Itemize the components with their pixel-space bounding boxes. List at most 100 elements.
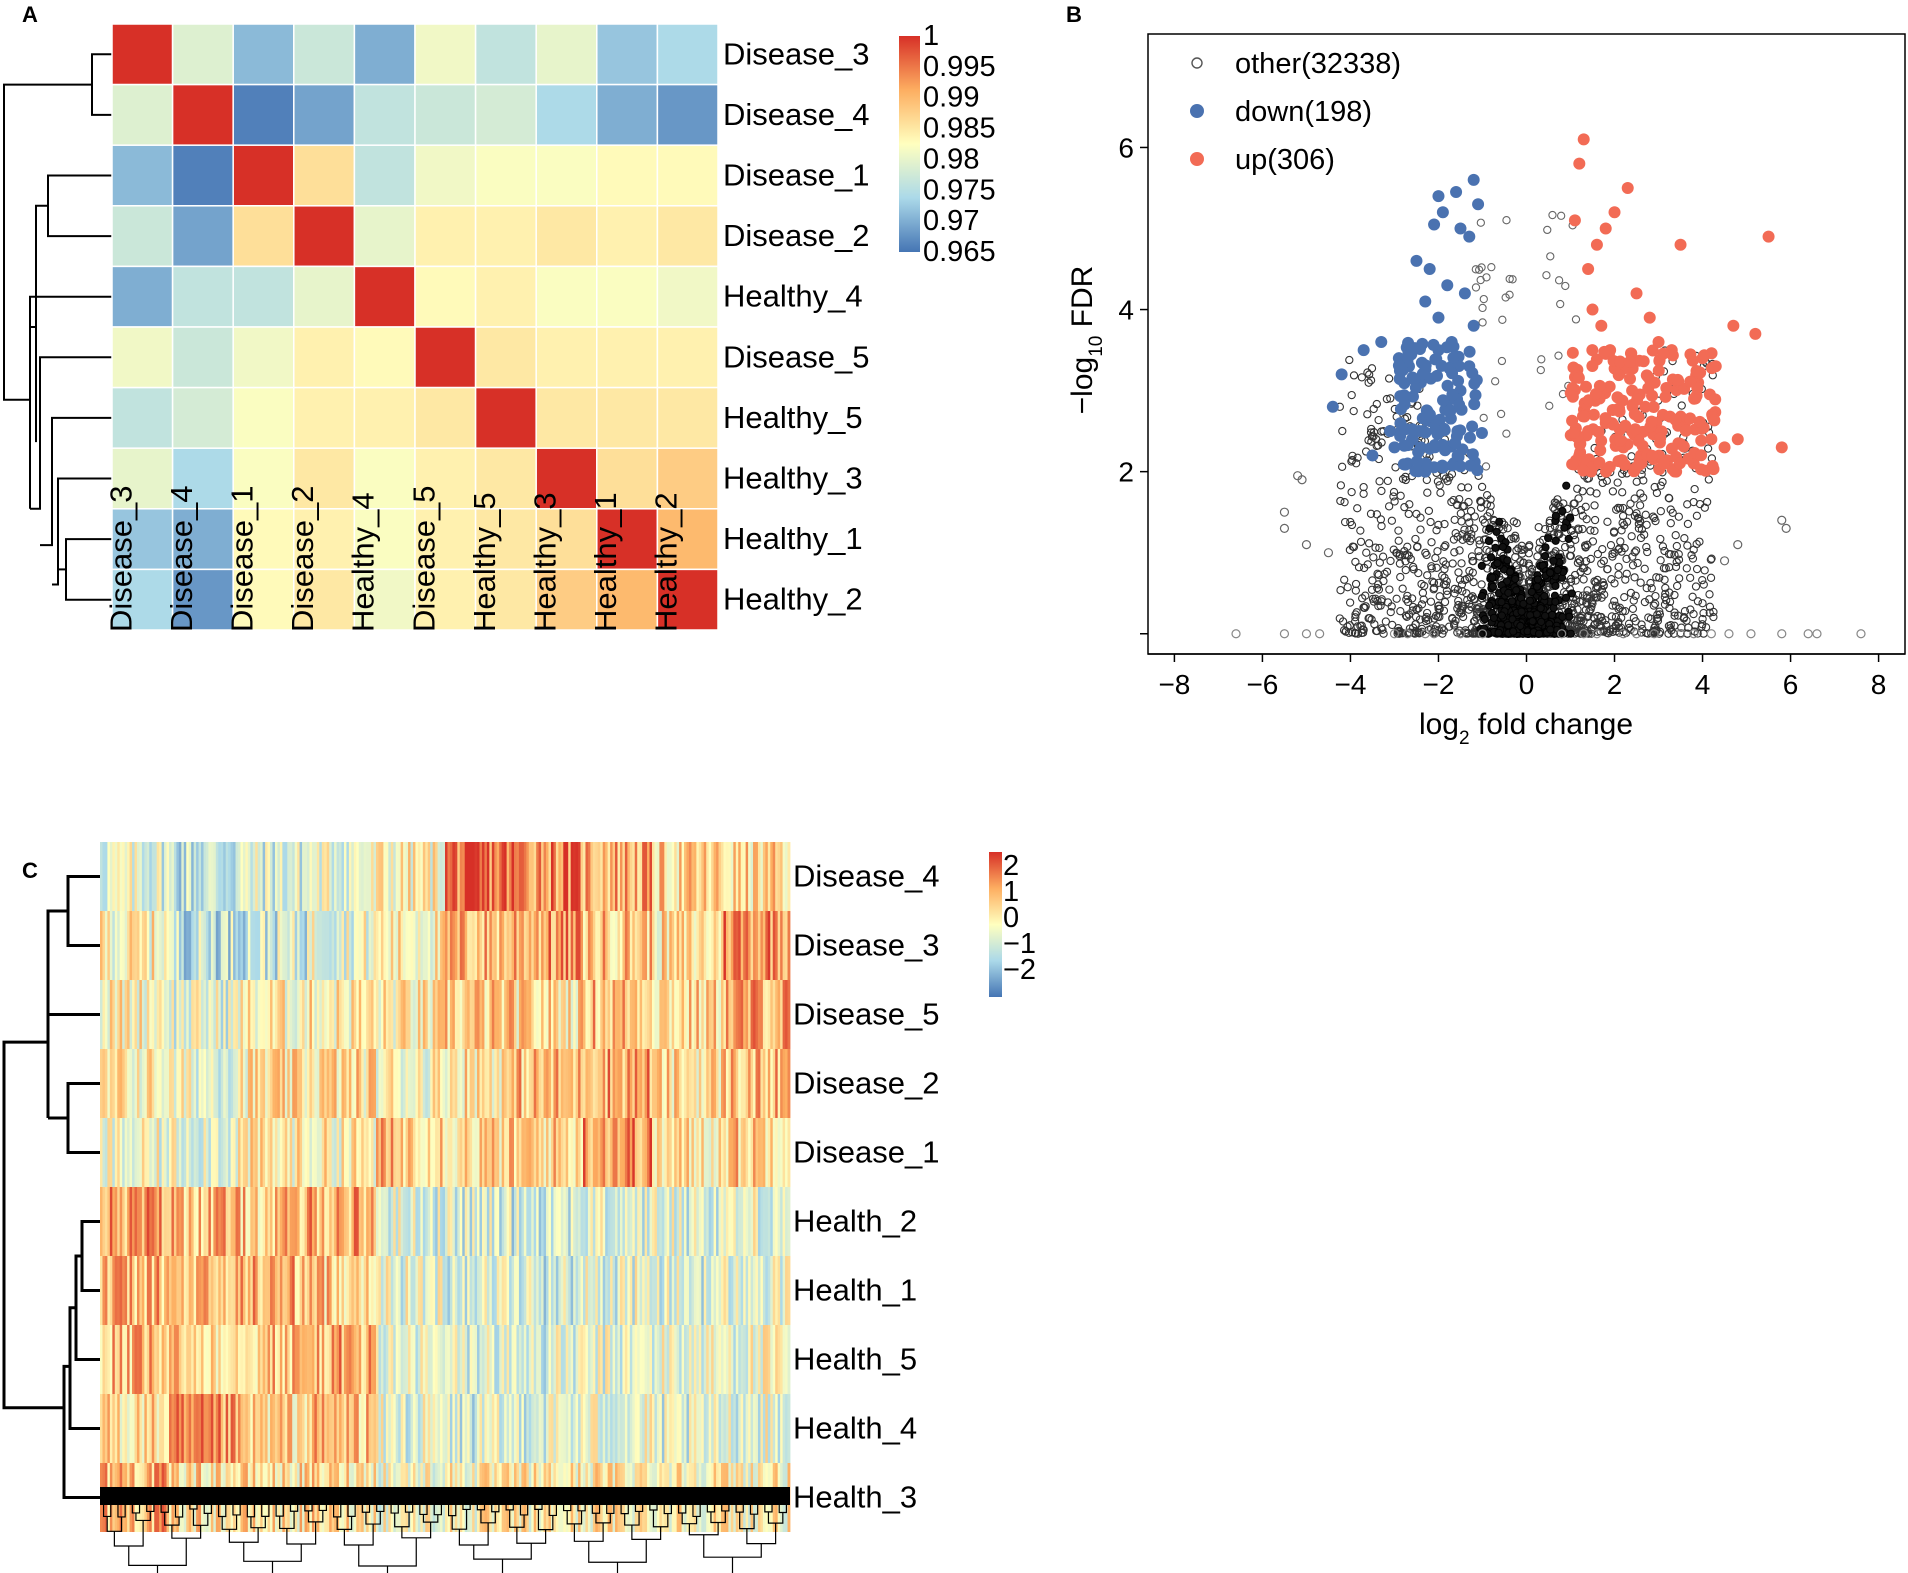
heatmap-cell: [299, 1049, 303, 1118]
other-point: [1457, 580, 1467, 589]
heatmap-cell: [597, 1049, 601, 1118]
heatmap-cell: [546, 1325, 549, 1394]
other-point: [1598, 478, 1607, 488]
heatmap-cell: [205, 1325, 209, 1394]
heatmap-cell: [619, 1187, 623, 1256]
heatmap-cell: [292, 1325, 296, 1394]
heatmap-cell: [279, 1394, 283, 1463]
other-point: [1693, 597, 1703, 606]
heatmap-cell: [373, 980, 377, 1049]
other-point: [1337, 462, 1347, 471]
heatmap-cell: [316, 1187, 320, 1256]
other-point: [1345, 545, 1355, 555]
heatmap-cell: [619, 980, 623, 1049]
heatmap-cell: [156, 842, 160, 911]
heatmap-cell: [560, 842, 564, 911]
heatmap-cell: [100, 1394, 103, 1463]
other-point: [1690, 484, 1699, 494]
other-point: [1373, 583, 1382, 593]
heatmap-cell: [785, 911, 788, 980]
heatmap-cell: [735, 1256, 739, 1325]
heatmap-cell: [693, 1187, 697, 1256]
heatmap-cell: [149, 1256, 153, 1325]
heatmap-cell: [780, 1187, 784, 1256]
heatmap-cell: [215, 842, 219, 911]
heatmap-cell: [339, 1256, 342, 1325]
heatmap-cell: [481, 911, 485, 980]
heatmap-cell: [395, 842, 399, 911]
heatmap-cell: [708, 1049, 712, 1118]
heatmap-cell: [154, 1049, 158, 1118]
heatmap-cell: [215, 911, 219, 980]
heatmap-cell: [504, 911, 508, 980]
heatmap-cell: [785, 980, 788, 1049]
heatmap-cell: [772, 1118, 776, 1187]
heatmap-cell: [617, 1187, 621, 1256]
heatmap-cell: [284, 911, 288, 980]
heatmap-cell: [469, 1187, 473, 1256]
other-point: [1671, 531, 1680, 540]
heatmap-cell: [294, 1256, 298, 1325]
heatmap-cell: [171, 265, 234, 328]
heatmap-cell: [230, 1325, 234, 1394]
heatmap-cell: [718, 1256, 722, 1325]
heatmap-cell: [516, 1118, 520, 1187]
heatmap-cell: [215, 1049, 219, 1118]
other-point: [1644, 613, 1653, 622]
other-point: [1555, 530, 1564, 539]
heatmap-cell: [780, 842, 784, 911]
heatmap-cell: [319, 911, 323, 980]
heatmap-cell: [679, 1187, 682, 1256]
heatmap-cell: [380, 1325, 384, 1394]
heatmap-cell: [597, 1187, 601, 1256]
heatmap-cell: [107, 842, 111, 911]
other-point: [1458, 612, 1468, 622]
down-point: [1440, 341, 1453, 354]
other-point: [1581, 543, 1590, 552]
heatmap-cell: [213, 980, 217, 1049]
heatmap-cell: [132, 911, 135, 980]
heatmap-cell: [245, 1049, 249, 1118]
heatmap-cell: [435, 1256, 439, 1325]
heatmap-cell: [127, 842, 130, 911]
other-point: [1504, 621, 1513, 630]
heatmap-cell: [339, 1325, 342, 1394]
heatmap-cell: [469, 1256, 473, 1325]
other-point: [1488, 582, 1498, 591]
heatmap-cell: [477, 1256, 480, 1325]
heatmap-cell: [186, 1118, 190, 1187]
heatmap-cell: [676, 1325, 680, 1394]
heatmap-cell: [501, 1256, 505, 1325]
heatmap-cell: [528, 1049, 532, 1118]
heatmap-cell: [154, 1325, 158, 1394]
heatmap-cell: [723, 1256, 727, 1325]
other-point: [1655, 573, 1664, 582]
other-point: [1398, 629, 1407, 638]
heatmap-cell: [474, 1256, 478, 1325]
heatmap-cell: [649, 842, 653, 911]
up-point: [1643, 311, 1656, 324]
heatmap-cell: [686, 911, 690, 980]
heatmap-cell: [363, 1049, 367, 1118]
heatmap-cell: [245, 1187, 249, 1256]
heatmap-cell: [753, 911, 756, 980]
heatmap-cell: [410, 1118, 414, 1187]
other-point: [1403, 542, 1412, 551]
other-point: [1573, 558, 1583, 567]
heatmap-cell: [250, 1394, 254, 1463]
other-point: [1366, 376, 1376, 385]
heatmap-cell: [777, 1325, 781, 1394]
heatmap-cell: [730, 1049, 734, 1118]
heatmap-cell: [723, 1187, 727, 1256]
heatmap-cell: [696, 1256, 700, 1325]
other-point: [1566, 551, 1575, 561]
heatmap-cell: [265, 1256, 268, 1325]
heatmap-cell: [302, 1118, 305, 1187]
heatmap-cell: [600, 1325, 604, 1394]
heatmap-cell: [141, 1049, 145, 1118]
heatmap-cell: [304, 911, 308, 980]
heatmap-cell: [652, 1187, 655, 1256]
heatmap-cell: [171, 205, 234, 268]
heatmap-cell: [629, 1325, 633, 1394]
heatmap-cell: [713, 1118, 717, 1187]
